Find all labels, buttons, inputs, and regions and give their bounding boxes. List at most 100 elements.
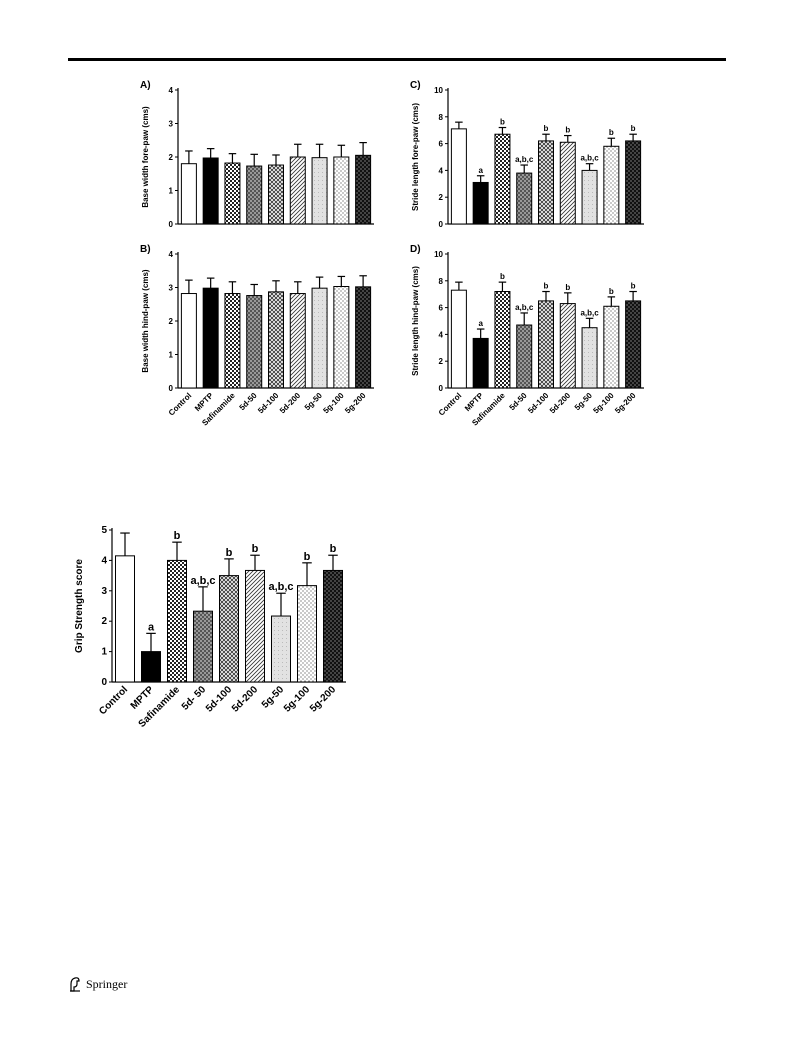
bar-mptp xyxy=(472,181,489,225)
y-tick-label: 4 xyxy=(439,166,444,175)
y-tick-label: 4 xyxy=(101,555,107,566)
x-tick-label: 5g-100 xyxy=(282,684,312,714)
panel-label: B) xyxy=(140,244,151,255)
significance-label: b xyxy=(330,543,337,555)
bar-control xyxy=(450,289,467,389)
y-tick-label: 2 xyxy=(439,357,444,366)
significance-label: b xyxy=(226,547,233,559)
bar-5d-200 xyxy=(289,293,306,389)
bar-5d-100 xyxy=(538,140,554,225)
x-tick-label: 5g-100 xyxy=(321,391,346,416)
significance-label: a,b,c xyxy=(190,575,215,587)
y-tick-label: 0 xyxy=(169,220,174,229)
significance-label: b xyxy=(565,283,570,292)
significance-label: a,b,c xyxy=(515,155,534,164)
bar-5g-50 xyxy=(311,287,328,389)
significance-label: b xyxy=(631,282,636,291)
bar-mptp xyxy=(202,287,219,389)
y-tick-label: 6 xyxy=(439,304,444,313)
bar-control xyxy=(115,555,135,683)
bar-5g-200 xyxy=(355,286,372,389)
y-tick-label: 4 xyxy=(169,250,174,259)
bar-5d-100 xyxy=(219,575,239,683)
significance-label: a xyxy=(478,166,483,175)
y-tick-label: 10 xyxy=(434,86,443,95)
significance-label: b xyxy=(609,128,614,137)
bar-5d-200 xyxy=(289,156,306,225)
bar-control xyxy=(180,293,197,389)
y-axis-label: Stride length fore-paw (cms) xyxy=(411,103,420,211)
bar-5d-50 xyxy=(246,295,263,389)
panel-C: C) Stride length fore-paw (cms) 0 2 4 6 8 10 a b a… xyxy=(400,76,662,232)
y-tick-label: 0 xyxy=(169,384,174,393)
bar-5d-100 xyxy=(268,164,284,225)
significance-label: b xyxy=(544,124,549,133)
x-tick-label: 5g-200 xyxy=(613,391,638,416)
bar-safinamide xyxy=(224,162,241,225)
significance-label: b xyxy=(174,530,181,542)
bar-5g-100 xyxy=(603,145,620,225)
panel-grip-strength: Grip Strength score 0 1 2 3 4 5 Control a MPTP b Sa… xyxy=(66,518,366,740)
bar-5d-200 xyxy=(559,141,576,225)
x-tick-label: 5d-200 xyxy=(230,684,260,714)
bar-5g-50 xyxy=(311,157,328,225)
y-tick-label: 1 xyxy=(169,351,174,360)
y-tick-label: 5 xyxy=(101,525,107,536)
significance-label: b xyxy=(304,551,311,563)
x-tick-label: Control xyxy=(97,684,130,717)
significance-label: a,b,c xyxy=(580,154,599,163)
chart-stride-length-hind-paw: D) Stride length hind-paw (cms) 0 2 4 6 8 10 Con… xyxy=(410,244,644,428)
bar-5g-100 xyxy=(333,285,350,389)
bar-control xyxy=(450,128,467,225)
y-tick-label: 4 xyxy=(169,86,174,95)
y-axis-label: Grip Strength score xyxy=(74,559,85,653)
y-tick-label: 2 xyxy=(169,153,174,162)
y-axis-label: Base width hind-paw (cms) xyxy=(141,269,150,372)
y-tick-label: 10 xyxy=(434,250,443,259)
significance-label: b xyxy=(609,287,614,296)
publisher-footer: Springer xyxy=(68,975,127,993)
chart-grip-strength: Grip Strength score012345ControlaMPTPbSa… xyxy=(74,525,346,730)
bar-5d-200 xyxy=(245,569,265,683)
bar-5g-50 xyxy=(271,615,291,683)
bar-safinamide xyxy=(224,293,241,389)
x-tick-label: Control xyxy=(437,391,463,417)
significance-label: b xyxy=(500,118,505,127)
bar-mptp xyxy=(202,157,219,225)
significance-label: b xyxy=(500,272,505,281)
chart-stride-length-fore-paw: C) Stride length fore-paw (cms) 0 2 4 6 8 10 a b a… xyxy=(410,80,644,229)
bar-safinamide xyxy=(494,133,511,225)
y-tick-label: 4 xyxy=(439,330,444,339)
y-tick-label: 0 xyxy=(439,220,444,229)
bar-5g-200 xyxy=(625,140,642,225)
x-tick-label: 5d-100 xyxy=(256,391,281,416)
bar-5g-200 xyxy=(355,154,372,225)
significance-label: a xyxy=(478,319,483,328)
panel-label: D) xyxy=(410,244,421,255)
bar-5d-100 xyxy=(268,291,284,389)
bar-5g-50 xyxy=(581,169,598,225)
x-tick-label: 5d-200 xyxy=(548,391,573,416)
publisher-name: Springer xyxy=(86,976,128,991)
panel-D: D) Stride length hind-paw (cms) 0 2 4 6 8 10 Con… xyxy=(400,240,662,440)
bar-5d-50 xyxy=(246,165,263,225)
y-tick-label: 2 xyxy=(169,317,174,326)
x-tick-label: 5g-200 xyxy=(308,684,338,714)
significance-label: a,b,c xyxy=(580,308,599,317)
panel-label: A) xyxy=(140,80,151,91)
bar-safinamide xyxy=(167,559,187,683)
significance-label: b xyxy=(544,282,549,291)
bar-5d-100 xyxy=(538,300,554,389)
bar-5d-50 xyxy=(516,172,533,225)
y-tick-label: 2 xyxy=(101,616,107,627)
bar-5g-100 xyxy=(603,305,620,389)
bar-5g-100 xyxy=(297,585,317,683)
bar-5d-200 xyxy=(559,303,576,389)
header-rule xyxy=(68,58,726,61)
panel-label: C) xyxy=(410,80,421,91)
bar-mptp xyxy=(141,651,161,683)
panel-A: A) Base width fore-paw (cms) 0 1 2 3 4 xyxy=(130,76,392,232)
x-tick-label: 5d-100 xyxy=(526,391,551,416)
y-tick-label: 3 xyxy=(169,284,174,293)
